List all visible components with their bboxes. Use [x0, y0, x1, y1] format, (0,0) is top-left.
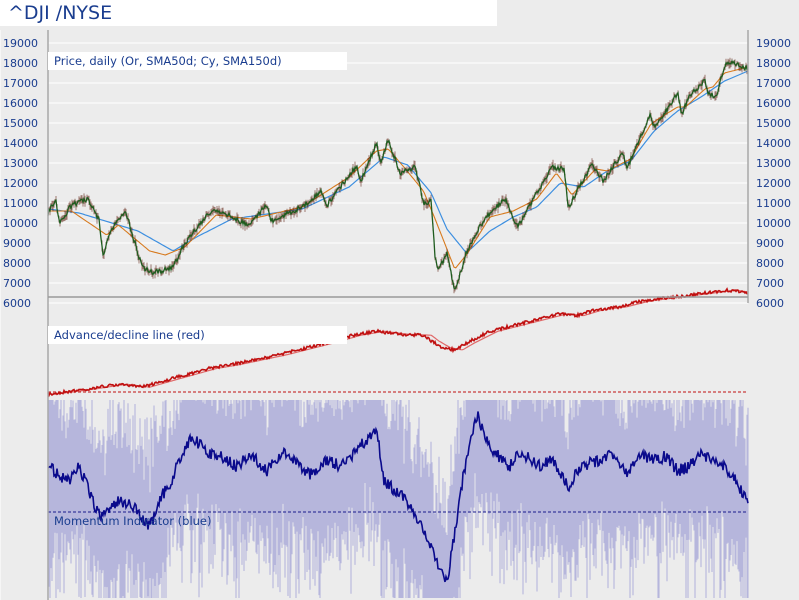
- price-tick-label-left: 6000: [3, 297, 31, 310]
- chart-title: ^DJI /NYSE: [8, 2, 113, 24]
- price-tick-label-left: 8000: [3, 257, 31, 270]
- price-tick-label-right: 6000: [756, 297, 784, 310]
- price-panel-title: Price, daily (Or, SMA50d; Cy, SMA150d): [48, 52, 347, 70]
- price-tick-label-right: 16000: [756, 97, 791, 110]
- advance-decline-title: Advance/decline line (red): [48, 326, 347, 344]
- price-tick-label-right: 10000: [756, 217, 791, 230]
- price-tick-label-left: 19000: [3, 37, 38, 50]
- price-tick-label-left: 13000: [3, 157, 38, 170]
- price-tick-label-right: 18000: [756, 57, 791, 70]
- price-tick-label-left: 18000: [3, 57, 38, 70]
- price-tick-label-right: 15000: [756, 117, 791, 130]
- price-tick-label-left: 15000: [3, 117, 38, 130]
- price-tick-label-right: 14000: [756, 137, 791, 150]
- price-tick-label-left: 16000: [3, 97, 38, 110]
- price-tick-label-left: 11000: [3, 197, 38, 210]
- price-tick-label-right: 11000: [756, 197, 791, 210]
- price-daily-range: [47, 57, 749, 294]
- price-tick-label-right: 17000: [756, 77, 791, 90]
- price-tick-label-right: 7000: [756, 277, 784, 290]
- momentum-indicator-line: [47, 411, 749, 583]
- price-tick-label-right: 8000: [756, 257, 784, 270]
- advance-decline-panel: [47, 287, 749, 398]
- price-tick-label-left: 17000: [3, 77, 38, 90]
- price-tick-label-left: 7000: [3, 277, 31, 290]
- advance-decline-line: [47, 287, 749, 398]
- sma150-line: [47, 70, 749, 253]
- price-tick-label-right: 12000: [756, 177, 791, 190]
- price-tick-label-right: 19000: [756, 37, 791, 50]
- price-tick-label-left: 9000: [3, 237, 31, 250]
- price-line: [47, 59, 749, 290]
- price-tick-label-left: 10000: [3, 217, 38, 230]
- momentum-noise-band: [47, 400, 749, 598]
- price-tick-label-right: 13000: [756, 157, 791, 170]
- price-tick-label-left: 14000: [3, 137, 38, 150]
- title-bar: ^DJI /NYSE: [0, 0, 497, 26]
- momentum-panel: [47, 400, 749, 598]
- price-tick-label-right: 9000: [756, 237, 784, 250]
- grid: [0, 30, 748, 600]
- price-panel: [47, 57, 749, 294]
- price-tick-label-left: 12000: [3, 177, 38, 190]
- momentum-title: Momentum Indicator (blue): [54, 514, 212, 528]
- advance-decline-average: [48, 289, 749, 395]
